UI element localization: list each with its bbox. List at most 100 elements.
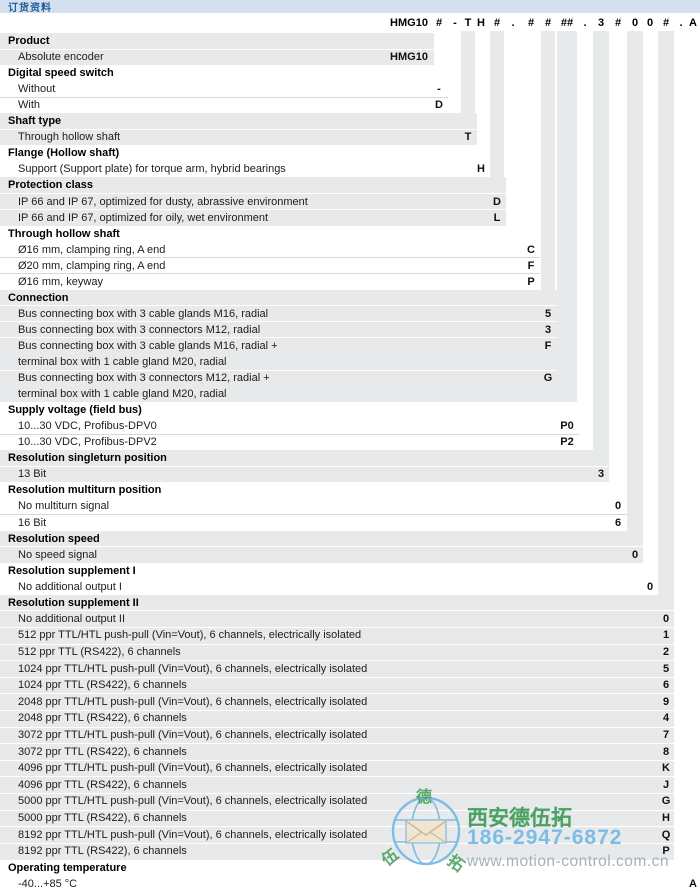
code-column-stripe — [461, 31, 475, 114]
order-code-placeholder: # — [544, 17, 552, 29]
row-separator — [0, 809, 674, 811]
row-separator — [0, 305, 557, 307]
row-separator — [0, 48, 434, 50]
option-label: Bus connecting box with 3 cable glands M… — [18, 307, 269, 320]
section-title: Resolution supplement I — [8, 564, 136, 577]
option-row: IP 66 and IP 67, optimized for oily, wet… — [0, 210, 700, 226]
row-separator — [0, 693, 674, 695]
order-code-header-row: HMG10 # - T H #. # # ##. 3 #0 0 #. A — [0, 16, 700, 31]
option-row: 2048 ppr TTL (RS422), 6 channels 4 — [0, 710, 700, 727]
code-column-stripe — [557, 31, 577, 403]
option-code: 0 — [646, 580, 654, 593]
option-row: 5000 ppr TTL/HTL push-pull (Vin=Vout), 6… — [0, 793, 700, 810]
section-title: Resolution speed — [8, 532, 100, 545]
order-code-placeholder: # — [493, 17, 501, 29]
option-row: IP 66 and IP 67, optimized for dusty, ab… — [0, 194, 700, 210]
option-label: 512 ppr TTL (RS422), 6 channels — [18, 646, 181, 658]
option-code: G — [661, 795, 671, 808]
option-code: 5 — [662, 662, 670, 675]
row-separator — [0, 514, 627, 515]
row-separator — [0, 321, 557, 323]
order-code-separator: - — [453, 17, 457, 29]
option-code: G — [543, 372, 553, 385]
option-row: 1024 ppr TTL/HTL push-pull (Vin=Vout), 6… — [0, 661, 700, 678]
option-code: H — [477, 163, 485, 176]
option-code: F — [544, 339, 552, 352]
section-header-row: Operating temperature — [0, 860, 700, 876]
option-label: 2048 ppr TTL (RS422), 6 channels — [18, 712, 187, 725]
option-row: Bus connecting box with 3 cable glands M… — [0, 338, 700, 370]
option-code: 4 — [662, 712, 670, 725]
section-title: Protection class — [8, 179, 93, 192]
order-code-placeholder: H — [477, 17, 485, 29]
option-row: 2048 ppr TTL/HTL push-pull (Vin=Vout), 6… — [0, 694, 700, 711]
option-row: Ø16 mm, keyway P — [0, 274, 700, 290]
option-code: 3 — [544, 323, 552, 336]
option-code: 0 — [614, 500, 622, 513]
option-code: P2 — [560, 436, 574, 449]
section-title: Shaft type — [8, 115, 62, 128]
row-separator — [0, 776, 674, 778]
row-separator — [0, 257, 540, 259]
option-code: - — [437, 83, 441, 96]
option-row: Ø20 mm, clamping ring, A end F — [0, 258, 700, 274]
row-separator — [0, 209, 506, 211]
order-code-placeholder: ## — [560, 17, 574, 29]
row-separator — [0, 660, 674, 662]
option-row: 13 Bit 3 — [0, 466, 700, 482]
option-row: 4096 ppr TTL (RS422), 6 channels J — [0, 777, 700, 794]
option-code: P0 — [560, 420, 574, 433]
option-row: 8192 ppr TTL/HTL push-pull (Vin=Vout), 6… — [0, 827, 700, 844]
option-label: Absolute encoder — [18, 51, 104, 64]
option-code: J — [662, 778, 670, 791]
row-separator — [0, 643, 674, 645]
section-header-row: Connection — [0, 290, 700, 306]
row-separator — [0, 465, 609, 467]
option-label: With — [18, 99, 40, 112]
option-code: K — [662, 762, 670, 775]
option-row: -40...+85 °C A — [0, 876, 700, 891]
order-code-placeholder: 3 — [597, 17, 605, 29]
row-separator — [0, 759, 674, 761]
option-code: T — [464, 131, 472, 144]
option-code: 6 — [662, 679, 670, 692]
row-separator — [0, 726, 674, 728]
row-separator — [0, 610, 674, 612]
section-header-row: Supply voltage (field bus) — [0, 402, 700, 418]
option-label: Bus connecting box with 3 connectors M12… — [18, 372, 270, 401]
option-code: F — [527, 259, 535, 272]
option-label: Ø16 mm, clamping ring, A end — [18, 243, 166, 256]
option-label: Without — [18, 83, 56, 96]
option-label: IP 66 and IP 67, optimized for oily, wet… — [18, 211, 269, 224]
option-label: No speed signal — [18, 548, 97, 561]
option-row: 512 ppr TTL (RS422), 6 channels 2 — [0, 644, 700, 661]
section-shade-band — [0, 177, 506, 226]
page-title: 订货资料 — [8, 3, 52, 14]
option-label: Bus connecting box with 3 cable glands M… — [18, 339, 278, 368]
option-label: IP 66 and IP 67, optimized for dusty, ab… — [18, 195, 308, 208]
option-label: 10...30 VDC, Profibus-DPV2 — [18, 436, 157, 449]
option-row: No additional output I 0 — [0, 579, 700, 595]
option-row: Through hollow shaft T — [0, 129, 700, 145]
option-label: 3072 ppr TTL/HTL push-pull (Vin=Vout), 6… — [18, 729, 368, 741]
row-separator — [0, 433, 579, 435]
row-separator — [0, 842, 674, 844]
row-separator — [0, 709, 674, 711]
code-column-stripe — [593, 31, 609, 451]
section-title: Resolution multiturn position — [8, 484, 162, 497]
option-label: -40...+85 °C — [18, 877, 78, 890]
row-separator — [0, 743, 674, 745]
order-code-placeholder: 0 — [631, 17, 639, 29]
option-code: D — [435, 99, 443, 112]
order-code-placeholder: T — [464, 17, 472, 29]
option-row: Bus connecting box with 3 cable glands M… — [0, 306, 700, 322]
option-label: Ø20 mm, clamping ring, A end — [18, 259, 166, 272]
option-row: 10...30 VDC, Profibus-DPV2 P2 — [0, 434, 700, 450]
option-row: No additional output II 0 — [0, 611, 700, 628]
option-code: A — [689, 877, 697, 890]
option-code: HMG10 — [390, 51, 428, 64]
row-separator — [0, 337, 557, 339]
